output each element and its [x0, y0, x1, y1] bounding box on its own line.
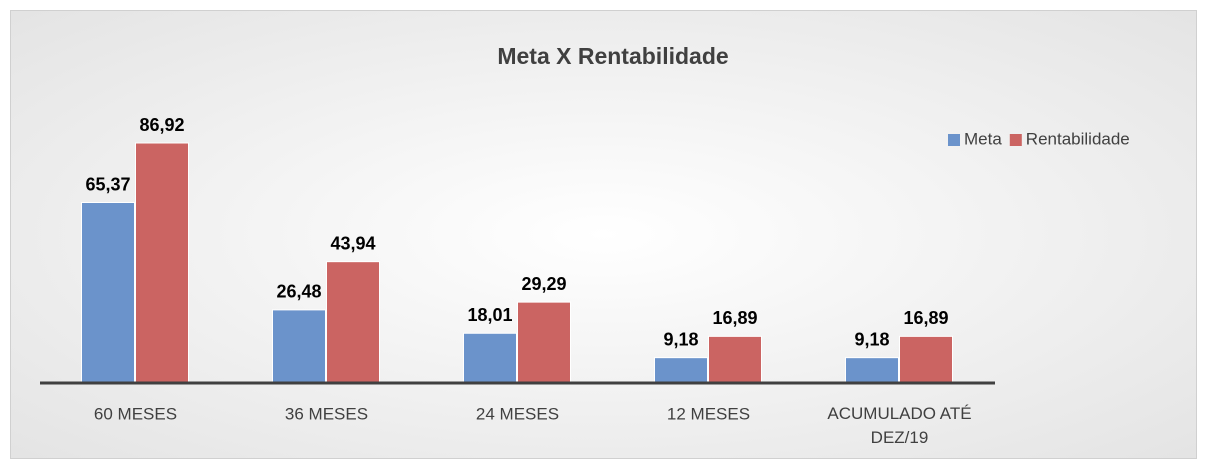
- x-tick-label: 60 MESES: [94, 404, 177, 423]
- legend-swatch: [1009, 134, 1022, 146]
- bar: [326, 261, 380, 384]
- legend-swatch: [948, 134, 960, 146]
- data-label: 16,89: [712, 308, 757, 328]
- bar: [517, 301, 571, 384]
- data-label: 86,92: [139, 115, 184, 135]
- legend-label: Rentabilidade: [1026, 129, 1130, 148]
- x-tick-label: ACUMULADO ATÉ DEZ/19: [827, 404, 971, 447]
- x-tick-label: 36 MESES: [285, 404, 368, 423]
- bar: [463, 332, 517, 384]
- bar: [708, 335, 762, 384]
- data-label: 9,18: [663, 329, 698, 349]
- chart-title: Meta X Rentabilidade: [497, 43, 728, 69]
- bar: [654, 357, 708, 384]
- data-label: 26,48: [276, 282, 321, 302]
- data-label: 9,18: [854, 329, 889, 349]
- x-tick-label: 24 MESES: [476, 404, 559, 423]
- data-label: 18,01: [467, 305, 512, 325]
- legend-label: Meta: [964, 129, 1002, 148]
- data-label: 43,94: [330, 233, 375, 253]
- bar: [272, 309, 326, 384]
- data-label: 16,89: [903, 308, 948, 328]
- data-label: 29,29: [521, 274, 566, 294]
- bar: [899, 335, 953, 384]
- bar: [135, 142, 189, 384]
- x-tick-label: 12 MESES: [667, 404, 750, 423]
- bar: [845, 357, 899, 384]
- data-label: 65,37: [85, 174, 130, 194]
- bar: [81, 202, 135, 384]
